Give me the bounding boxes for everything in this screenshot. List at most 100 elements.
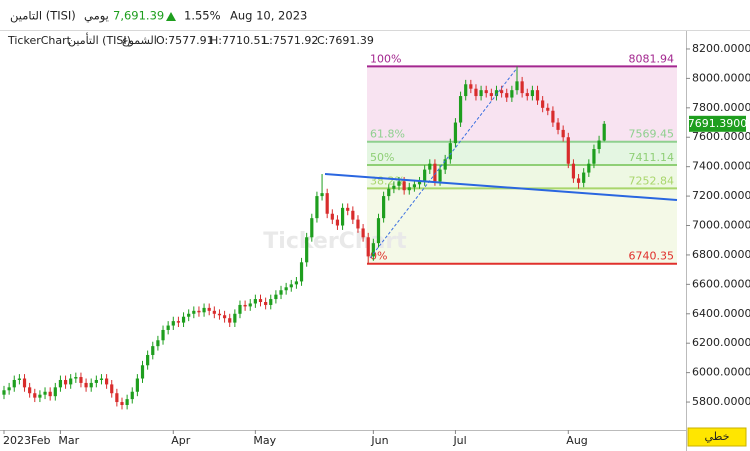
candle-body [63, 379, 68, 385]
candle-body [74, 377, 78, 379]
legend-open: O:7577.91 [156, 34, 214, 47]
candle-body [494, 90, 499, 97]
candle-body [269, 299, 273, 305]
legend-high: H:7710.51 [210, 34, 267, 47]
candle-body [274, 294, 278, 300]
candle-body [43, 391, 47, 395]
candle-body [17, 378, 21, 380]
candle-body [120, 402, 124, 405]
candle-body [253, 299, 257, 304]
candle-body [464, 84, 468, 97]
candle-body [125, 399, 129, 405]
y-tick-label: 7000.0000 [692, 219, 750, 232]
style-button[interactable] [687, 427, 747, 447]
candle-body [561, 129, 565, 138]
candle-body [305, 237, 309, 263]
x-tick-label: May [253, 434, 276, 447]
candle-body [433, 163, 437, 182]
candle-body [366, 237, 370, 257]
candle-body [94, 379, 98, 383]
fib-zone [367, 188, 677, 264]
candle-body [79, 377, 83, 383]
x-tick-label: Jul [452, 434, 466, 447]
watermark: TickerChart [263, 229, 407, 254]
candle-body [22, 378, 27, 388]
candle-body [530, 90, 534, 97]
x-tick-label: Mar [58, 434, 79, 447]
candle-body [541, 100, 545, 108]
candle-body [2, 390, 6, 395]
fib-price: 7569.45 [629, 128, 675, 141]
candle-body [556, 122, 560, 130]
candle-body [151, 346, 155, 355]
candle-body [335, 219, 340, 226]
candle-body [423, 169, 427, 182]
candle-body [417, 181, 422, 185]
candle-body [371, 243, 375, 257]
up-arrow [166, 12, 176, 21]
candle-body [520, 81, 524, 94]
candle-body [382, 196, 386, 219]
y-tick-label: 7600.0000 [692, 130, 750, 143]
candle-body [38, 394, 42, 398]
candle-body [448, 143, 452, 160]
candle-body [233, 313, 237, 323]
last-price-label: 7691.3900 [688, 117, 748, 130]
header-change: 1.55% [184, 9, 221, 23]
fib-percent: 100% [370, 52, 401, 65]
x-tick-label: Aug [566, 434, 587, 447]
candle-body [571, 163, 576, 179]
candle-body [171, 321, 175, 326]
candle-body [315, 196, 319, 219]
candle-body [340, 207, 345, 226]
y-tick-label: 6600.0000 [692, 277, 750, 290]
candle-body [7, 387, 11, 391]
x-tick-label: Jun [370, 434, 388, 447]
candle-body [551, 110, 555, 123]
candle-body [140, 365, 145, 379]
candle-body [397, 181, 401, 186]
fib-percent: 50% [370, 151, 394, 164]
fib-price: 7411.14 [629, 151, 675, 164]
last-price-tag [689, 115, 746, 132]
candle-body [89, 382, 93, 388]
candle-body [299, 262, 304, 282]
header-interval: يومي [84, 9, 109, 24]
y-tick-label: 6400.0000 [692, 307, 750, 320]
y-tick-label: 8000.0000 [692, 71, 750, 84]
candle-body [156, 340, 160, 347]
candle-body [48, 391, 52, 397]
candle-body [279, 290, 283, 295]
x-tick-label: Apr [171, 434, 191, 447]
legend-brand: TickerChart [7, 34, 72, 47]
candle-body [248, 303, 252, 307]
candle-body [566, 137, 570, 164]
fib-price: 8081.94 [629, 52, 675, 65]
y-tick-label: 6000.0000 [692, 366, 750, 379]
candle-body [202, 307, 206, 313]
candle-body [392, 185, 396, 189]
candle-body [515, 81, 519, 91]
y-tick-label: 6800.0000 [692, 248, 750, 261]
candle-body [130, 391, 134, 400]
candle-body [84, 382, 88, 388]
candle-body [510, 90, 514, 98]
candle-body [146, 354, 150, 366]
candle-body [320, 193, 324, 197]
candles [2, 66, 606, 410]
legend-style: الشموع [122, 34, 157, 47]
candle-body [53, 387, 57, 397]
trend-line [324, 173, 678, 201]
candle-body [289, 284, 293, 288]
candle-body [602, 123, 606, 141]
candle-body [28, 387, 32, 394]
candle-body [99, 378, 104, 380]
legend-close: C:7691.39 [317, 34, 374, 47]
candle-body [264, 302, 268, 305]
y-tick-label: 7400.0000 [692, 160, 750, 173]
candle-body [212, 310, 216, 314]
candle-body [407, 187, 411, 191]
candle-body [479, 90, 483, 97]
style-label[interactable]: خطي [705, 430, 730, 443]
